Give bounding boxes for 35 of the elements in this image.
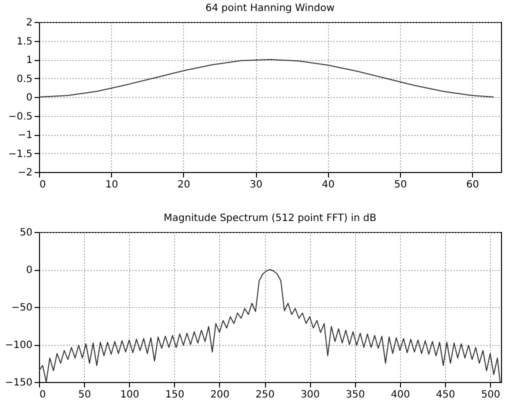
- x-tick-label: 40: [322, 180, 335, 190]
- y-tick-label: 0: [26, 265, 32, 276]
- x-tick-label: 20: [178, 180, 190, 190]
- y-tick-label: −1: [18, 130, 32, 141]
- x-tick-label: 0: [40, 390, 46, 400]
- x-tick-label: 450: [436, 390, 456, 400]
- x-tick-label: 0: [40, 180, 46, 190]
- y-tick-label: 0: [26, 92, 32, 104]
- y-tick-label: −2: [18, 168, 32, 178]
- x-tick-label: 100: [120, 390, 140, 400]
- x-tick-label: 10: [105, 180, 118, 190]
- y-tick-label: −150: [5, 378, 32, 388]
- x-tick-label: 30: [250, 180, 262, 190]
- y-tick-label: −50: [11, 302, 32, 314]
- y-tick-label: 0.5: [16, 74, 32, 85]
- x-tick-label: 50: [78, 390, 91, 400]
- y-tick-label: 2: [26, 18, 32, 28]
- x-tick-label: 200: [210, 390, 230, 400]
- x-tick-label: 400: [390, 390, 410, 400]
- x-tick-label: 350: [346, 390, 365, 400]
- y-tick-label: 1: [26, 55, 32, 66]
- x-tick-label: 60: [466, 180, 479, 190]
- x-tick-label: 500: [481, 390, 500, 400]
- line-series: [39, 59, 494, 98]
- y-tick-label: 50: [20, 228, 32, 238]
- x-tick-label: 150: [165, 390, 184, 400]
- y-tick-label: −100: [5, 340, 32, 351]
- chart-title: 64 point Hanning Window: [206, 3, 334, 14]
- y-tick-label: −0.5: [8, 111, 32, 122]
- chart-title: Magnitude Spectrum (512 point FFT) in dB: [164, 213, 376, 224]
- y-tick-label: 1.5: [16, 36, 32, 48]
- x-tick-label: 50: [394, 180, 407, 190]
- x-tick-label: 250: [256, 390, 275, 400]
- x-tick-label: 300: [300, 390, 320, 400]
- y-tick-label: −1.5: [8, 148, 32, 160]
